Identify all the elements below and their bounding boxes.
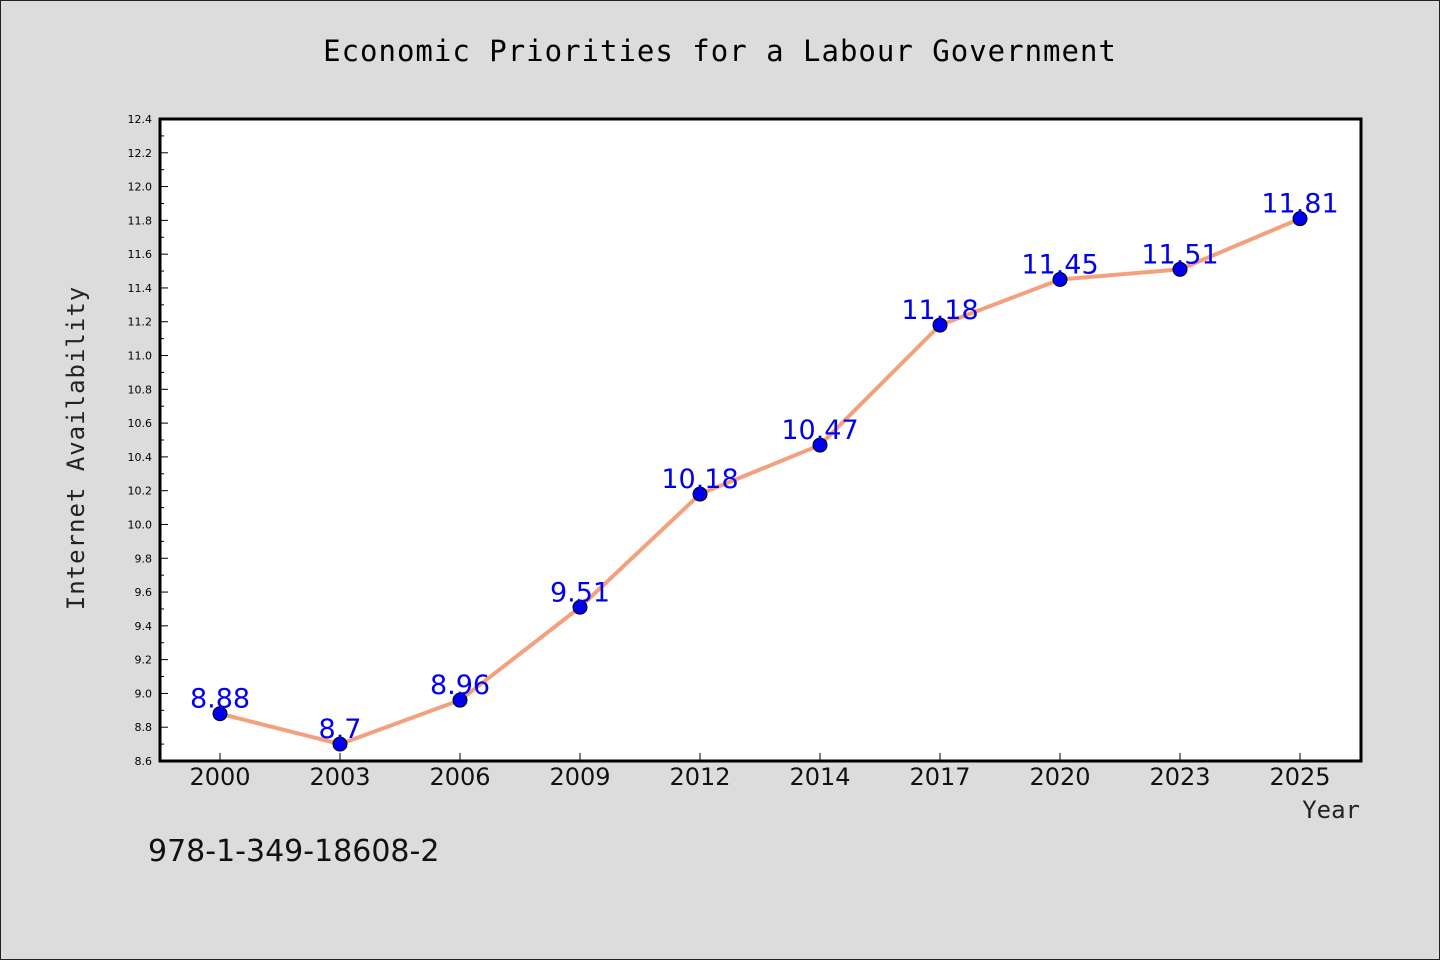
x-axis: 2000 2003 2006 2009 2012 2014 2017 2020 2023 2025 xyxy=(189,753,1331,791)
y-tick-label: 11.4 xyxy=(128,282,153,295)
y-tick-label: 9.0 xyxy=(135,687,153,700)
data-point xyxy=(692,486,708,502)
series-line xyxy=(219,216,1301,747)
y-tick-label: 11.6 xyxy=(128,248,153,261)
data-label: 11.51 xyxy=(1141,239,1218,270)
data-point xyxy=(212,706,228,722)
data-label: 8.7 xyxy=(319,714,362,745)
y-tick-label: 11.8 xyxy=(128,214,153,227)
data-point xyxy=(572,599,588,615)
data-label: 9.51 xyxy=(550,577,610,608)
y-tick-label: 9.8 xyxy=(135,552,153,565)
x-tick-label: 2017 xyxy=(909,763,970,791)
x-tick-label: 2003 xyxy=(309,763,370,791)
y-tick-label: 10.2 xyxy=(128,485,153,498)
data-label: 11.18 xyxy=(901,295,978,326)
y-tick-label: 12.2 xyxy=(128,147,153,160)
data-point xyxy=(1172,261,1188,277)
x-tick-label: 2012 xyxy=(669,763,730,791)
y-tick-label: 11.0 xyxy=(128,350,153,363)
data-point xyxy=(332,736,348,752)
series-markers xyxy=(212,211,1308,752)
data-labels: 8.88 8.7 8.96 9.51 10.18 10.47 11.18 11.45 11.51… xyxy=(190,189,1339,745)
data-label: 10.47 xyxy=(781,415,858,446)
chart-title: Economic Priorities for a Labour Governm… xyxy=(323,34,1117,68)
x-tick-label: 2023 xyxy=(1149,763,1210,791)
x-axis-label: Year xyxy=(1302,796,1360,824)
data-point xyxy=(1052,272,1068,287)
data-label: 11.45 xyxy=(1021,250,1098,281)
x-tick-label: 2020 xyxy=(1029,763,1090,791)
y-tick-label: 12.4 xyxy=(128,113,153,126)
y-tick-label: 9.4 xyxy=(135,620,153,633)
data-label: 11.81 xyxy=(1261,189,1338,220)
plot-area xyxy=(158,117,1363,763)
y-tick-label: 8.8 xyxy=(135,721,153,734)
y-tick-label: 10.8 xyxy=(128,383,153,396)
y-axis: 8.6 8.8 9.0 9.2 9.4 9.6 9.8 10.0 10.2 10.4 10.6 10.… xyxy=(128,113,168,768)
data-label: 10.18 xyxy=(661,464,738,495)
data-label: 8.88 xyxy=(190,684,250,715)
series-line-path xyxy=(219,216,1301,747)
x-tick-label: 2025 xyxy=(1269,763,1330,791)
x-tick-label: 2000 xyxy=(189,763,250,791)
x-tick-label: 2006 xyxy=(429,763,490,791)
y-tick-label: 11.2 xyxy=(128,316,153,329)
data-point xyxy=(932,317,948,333)
y-tick-label: 8.6 xyxy=(135,755,153,768)
data-label: 8.96 xyxy=(430,670,490,701)
x-tick-label: 2014 xyxy=(789,763,850,791)
x-tick-label: 2009 xyxy=(549,763,610,791)
data-point xyxy=(812,437,828,453)
footnote-isbn: 978-1-349-18608-2 xyxy=(148,834,440,869)
y-tick-label: 9.6 xyxy=(135,586,153,599)
y-tick-label: 10.6 xyxy=(128,417,153,430)
y-tick-label: 9.2 xyxy=(135,654,153,667)
y-tick-label: 10.4 xyxy=(128,451,153,464)
data-point xyxy=(452,692,468,708)
y-axis-label: Internet Availability xyxy=(62,285,90,611)
y-tick-label: 10.0 xyxy=(128,518,153,531)
y-tick-label: 12.0 xyxy=(128,181,153,194)
data-point xyxy=(1292,211,1308,227)
